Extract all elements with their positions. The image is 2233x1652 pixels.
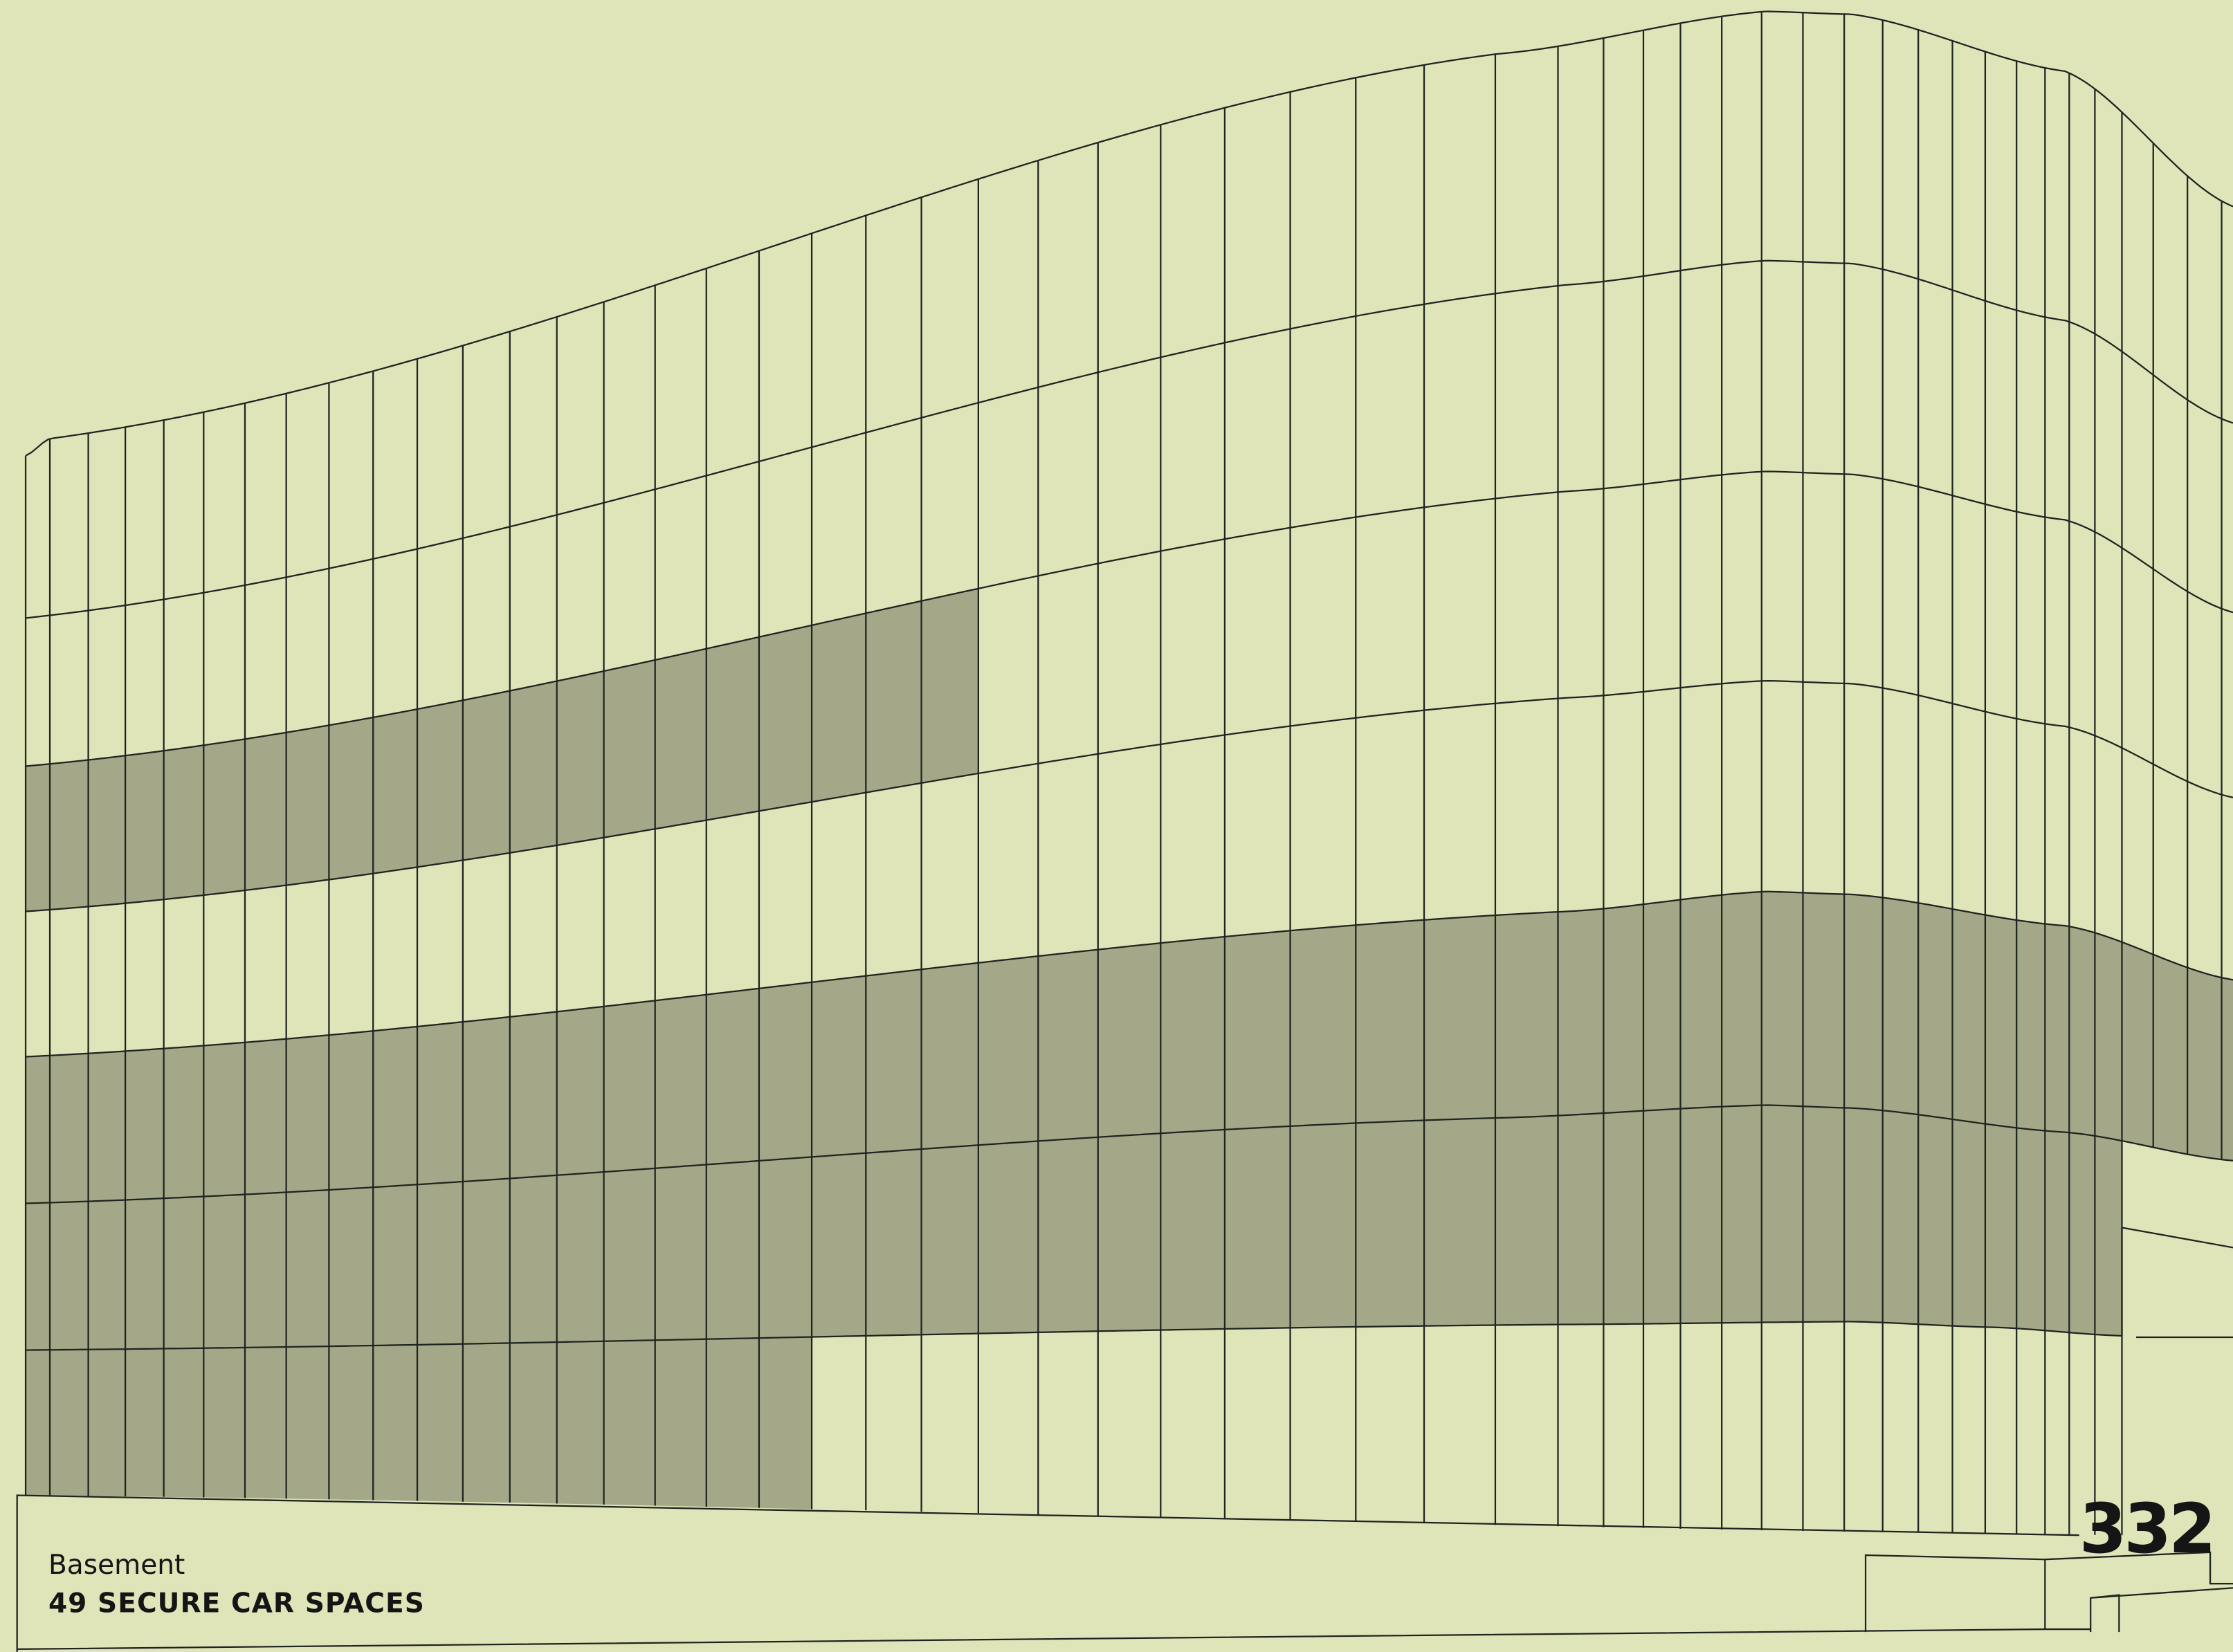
floor-line: [26, 1104, 2233, 1204]
shaded-floors: [26, 588, 2233, 1509]
building-number: 332: [2079, 1489, 2214, 1569]
floor-line: [25, 10, 2233, 457]
base-outline: [16, 1494, 2079, 1652]
floor-line: [25, 890, 2233, 1058]
steps-lower: [2090, 1587, 2233, 1633]
ground-base: [16, 1227, 2233, 1652]
entrance: [2121, 1227, 2233, 1339]
shaded-band: [26, 588, 978, 912]
floor-line: [25, 259, 2233, 619]
floor-line: [26, 1321, 2122, 1351]
steps: [1864, 1551, 2233, 1633]
facade-lines: [24, 10, 2233, 1536]
shaded-band: [26, 891, 2122, 1350]
detail-label: 49 SECURE CAR SPACES: [48, 1588, 425, 1619]
floor-line: [25, 679, 2233, 912]
shaded-band: [2122, 942, 2233, 1161]
level-label: Basement: [48, 1550, 185, 1581]
floor-line: [25, 470, 2233, 767]
shaded-band: [26, 1337, 812, 1509]
